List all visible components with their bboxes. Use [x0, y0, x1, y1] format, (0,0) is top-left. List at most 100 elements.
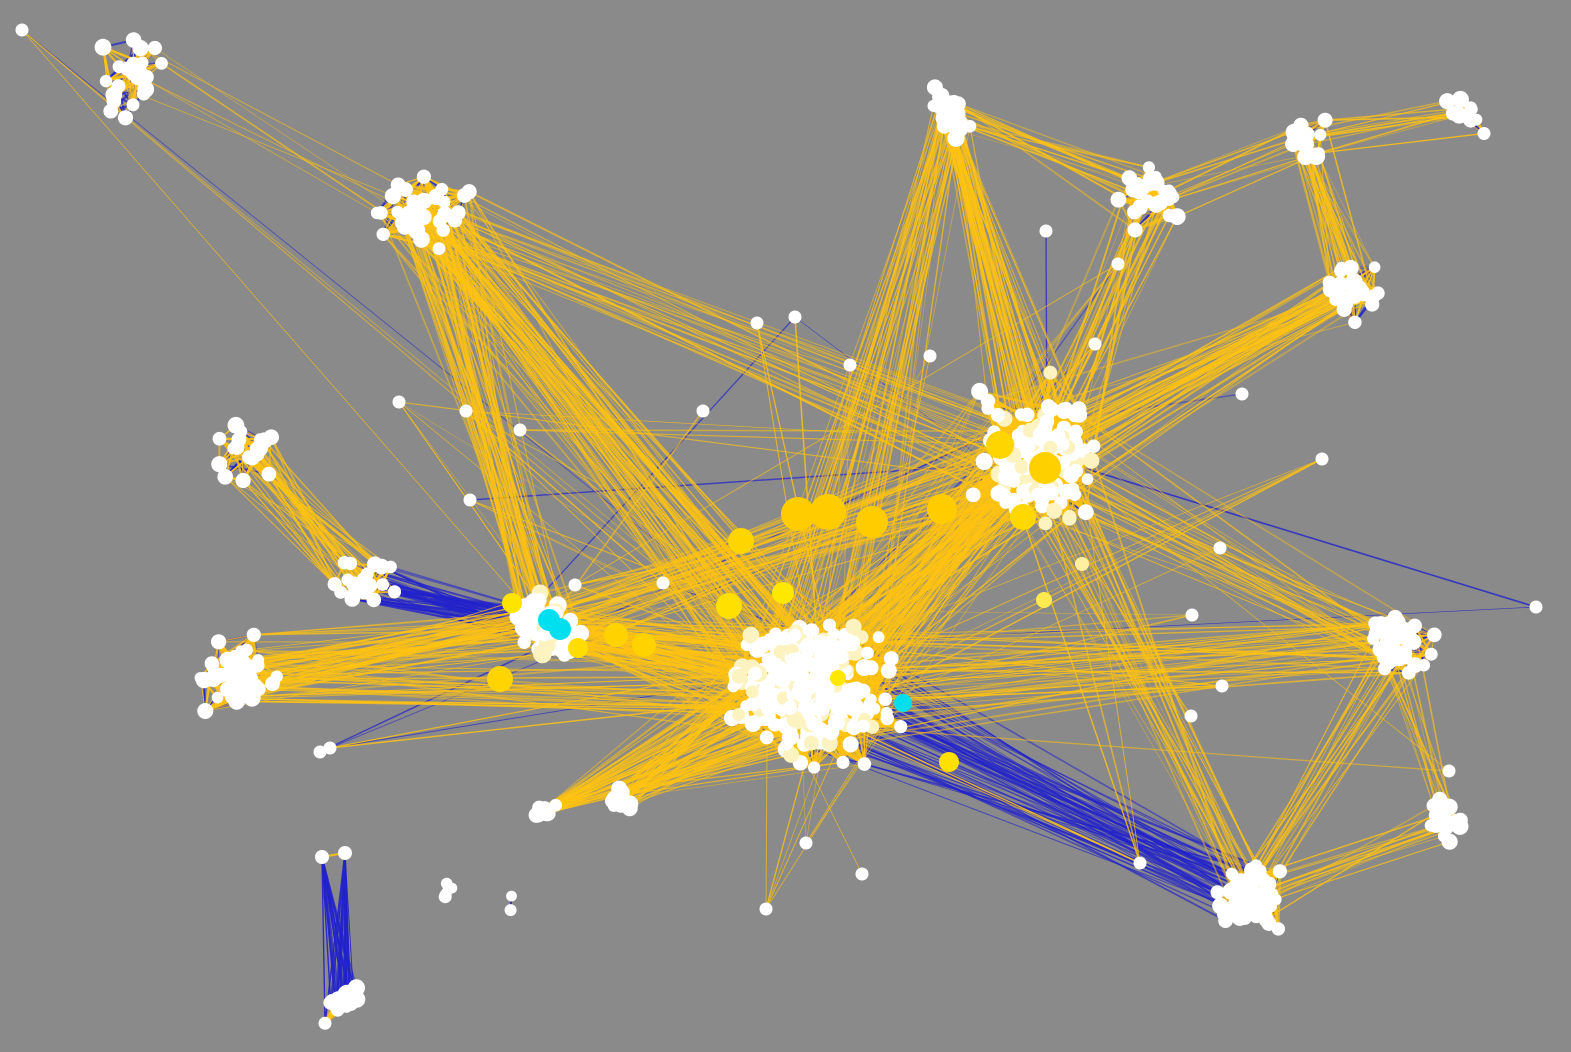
graph-node[interactable] — [459, 404, 473, 418]
graph-node[interactable] — [132, 40, 149, 57]
graph-node[interactable] — [742, 626, 760, 644]
graph-node[interactable] — [1042, 401, 1059, 418]
graph-node[interactable] — [539, 807, 553, 821]
graph-node[interactable] — [845, 618, 862, 635]
graph-node[interactable] — [980, 393, 996, 409]
graph-node[interactable] — [416, 169, 431, 184]
graph-node[interactable] — [1388, 653, 1401, 667]
graph-node[interactable] — [1334, 264, 1348, 278]
graph-node[interactable] — [788, 310, 802, 324]
graph-node[interactable] — [376, 578, 389, 591]
graph-node[interactable] — [1110, 191, 1127, 208]
graph-node[interactable] — [1271, 922, 1286, 936]
graph-node[interactable] — [767, 717, 782, 732]
graph-node[interactable] — [15, 23, 29, 37]
graph-node[interactable] — [1058, 483, 1075, 500]
graph-node[interactable] — [270, 670, 283, 683]
graph-node[interactable] — [856, 506, 888, 538]
cyan-node-3[interactable] — [894, 694, 912, 712]
graph-node[interactable] — [923, 349, 937, 363]
graph-node[interactable] — [197, 703, 214, 719]
graph-node[interactable] — [147, 40, 162, 56]
graph-node[interactable] — [783, 746, 800, 763]
graph-node[interactable] — [746, 685, 759, 699]
graph-node[interactable] — [450, 205, 466, 221]
graph-node[interactable] — [848, 702, 861, 716]
graph-node[interactable] — [855, 659, 873, 676]
graph-node[interactable] — [313, 745, 327, 759]
graph-node[interactable] — [1036, 592, 1052, 608]
graph-node[interactable] — [1439, 93, 1456, 110]
graph-node[interactable] — [748, 666, 763, 681]
graph-node[interactable] — [361, 577, 378, 594]
graph-node[interactable] — [773, 661, 788, 676]
graph-node[interactable] — [835, 703, 849, 717]
graph-node[interactable] — [525, 598, 545, 619]
graph-node[interactable] — [955, 122, 969, 136]
graph-node[interactable] — [1043, 440, 1058, 455]
graph-node[interactable] — [788, 628, 802, 642]
graph-node[interactable] — [939, 112, 953, 126]
graph-node[interactable] — [791, 652, 806, 667]
graph-node[interactable] — [1450, 814, 1465, 828]
graph-node[interactable] — [231, 432, 247, 447]
graph-node[interactable] — [857, 757, 872, 771]
graph-node[interactable] — [878, 692, 892, 707]
graph-node[interactable] — [211, 634, 227, 650]
graph-node[interactable] — [211, 456, 228, 473]
graph-node[interactable] — [360, 567, 374, 581]
graph-node[interactable] — [727, 680, 740, 693]
graph-node[interactable] — [235, 472, 251, 489]
graph-node[interactable] — [927, 99, 940, 112]
graph-node[interactable] — [1054, 436, 1070, 452]
graph-node[interactable] — [772, 582, 794, 604]
graph-node[interactable] — [990, 408, 1006, 423]
graph-node[interactable] — [836, 755, 850, 769]
graph-node[interactable] — [504, 904, 517, 917]
graph-node[interactable] — [204, 656, 219, 671]
graph-node[interactable] — [855, 867, 869, 881]
graph-node[interactable] — [696, 404, 710, 418]
graph-node[interactable] — [240, 674, 255, 689]
graph-node[interactable] — [1464, 101, 1478, 114]
graph-node[interactable] — [830, 670, 846, 686]
graph-node[interactable] — [1162, 186, 1177, 201]
graph-node[interactable] — [1162, 208, 1177, 223]
graph-node[interactable] — [1063, 467, 1080, 484]
graph-node[interactable] — [1529, 600, 1543, 614]
graph-node[interactable] — [244, 450, 260, 466]
graph-node[interactable] — [315, 850, 329, 864]
graph-node[interactable] — [1020, 407, 1035, 422]
graph-node[interactable] — [804, 623, 820, 639]
graph-node[interactable] — [1314, 128, 1327, 141]
graph-node[interactable] — [716, 593, 742, 619]
graph-node[interactable] — [1088, 337, 1102, 351]
graph-node[interactable] — [1037, 420, 1053, 436]
graph-node[interactable] — [999, 496, 1012, 509]
graph-node[interactable] — [880, 662, 897, 679]
graph-node[interactable] — [1142, 161, 1155, 174]
graph-node[interactable] — [506, 890, 517, 902]
graph-node[interactable] — [1127, 222, 1143, 238]
graph-node[interactable] — [376, 227, 390, 241]
graph-node[interactable] — [568, 578, 582, 592]
graph-node[interactable] — [759, 730, 774, 745]
graph-node[interactable] — [94, 38, 112, 56]
graph-node[interactable] — [731, 668, 747, 684]
graph-node[interactable] — [847, 681, 865, 699]
graph-node[interactable] — [1328, 283, 1345, 300]
graph-node[interactable] — [463, 493, 477, 507]
graph-node[interactable] — [1210, 885, 1225, 900]
graph-node[interactable] — [1427, 627, 1442, 643]
graph-node[interactable] — [1315, 452, 1329, 466]
graph-node[interactable] — [1434, 807, 1449, 822]
graph-node[interactable] — [366, 592, 382, 608]
graph-node[interactable] — [1213, 541, 1227, 555]
graph-node[interactable] — [1232, 911, 1248, 926]
graph-node[interactable] — [814, 646, 830, 662]
graph-node[interactable] — [1287, 131, 1304, 148]
graph-node[interactable] — [823, 635, 839, 651]
graph-node[interactable] — [1068, 424, 1083, 439]
graph-node[interactable] — [1215, 679, 1229, 693]
